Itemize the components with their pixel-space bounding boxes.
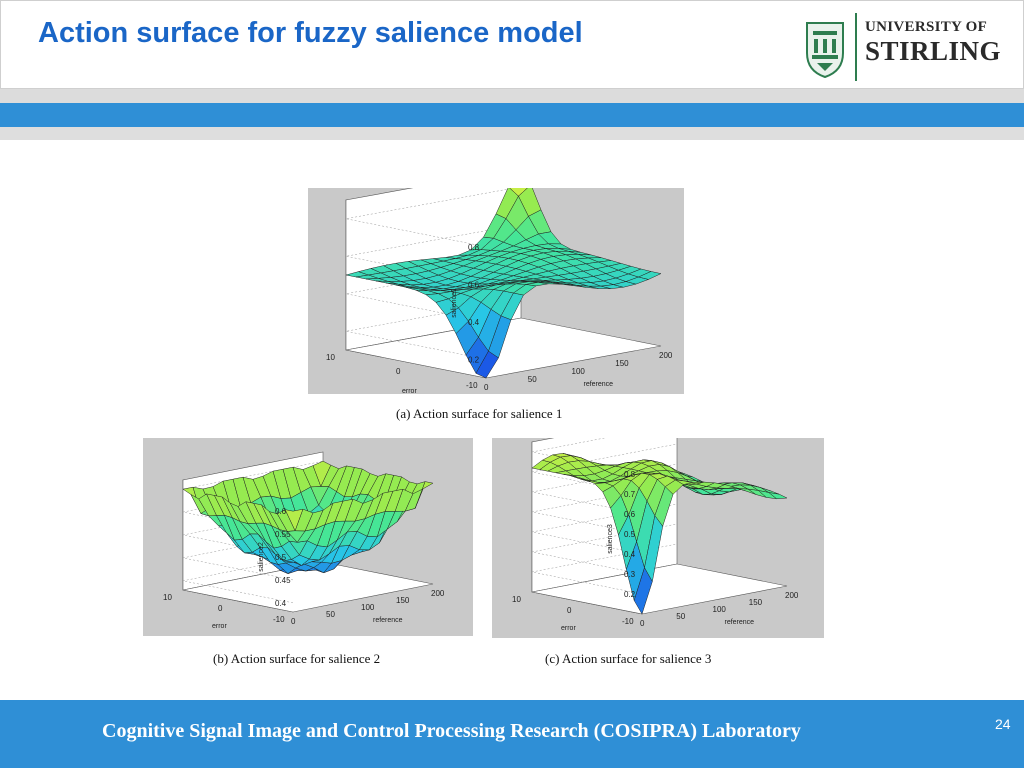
z-tick-label: 0.7 <box>624 490 636 499</box>
z-gridline <box>345 224 522 285</box>
header-grey-band-lower <box>0 127 1024 140</box>
caption-b: (b) Action surface for salience 2 <box>213 651 381 666</box>
x-tick-label: 150 <box>749 598 763 607</box>
y-axis-label: error <box>561 625 576 632</box>
surface-plot-a: 0.20.40.60.8salience1050100150200referen… <box>326 188 673 394</box>
z-tick-label: 0.6 <box>275 507 287 516</box>
z-tick-label: 0.4 <box>468 318 480 327</box>
footer-lab-name: Cognitive Signal Image and Control Proce… <box>102 720 801 742</box>
z-axis: 0.4 0.45 0.5 0.55 0.6 salience2 <box>258 507 291 608</box>
y-tick-label: 0 <box>567 606 572 615</box>
x-tick-label: 50 <box>676 612 685 621</box>
z-gridline <box>182 552 324 604</box>
z-tick-label: 0.4 <box>275 599 287 608</box>
z-gridline <box>531 523 678 575</box>
z-tick-label: 0.8 <box>468 243 480 252</box>
x-tick-label: 150 <box>396 596 410 605</box>
z-gridline <box>531 463 678 515</box>
surface-mesh <box>345 188 662 379</box>
floor <box>345 317 662 379</box>
z-axis-label: salience3 <box>607 524 614 554</box>
x-axis-label: reference <box>725 619 755 626</box>
y-tick-label: -10 <box>273 615 285 624</box>
floor <box>531 563 788 615</box>
caption-c: (c) Action surface for salience 3 <box>545 651 712 666</box>
page-title: Action surface for fuzzy salience model <box>38 17 583 49</box>
slide-footer: Cognitive Signal Image and Control Proce… <box>0 700 1024 768</box>
y-axis: -10 0 10 error <box>163 593 285 630</box>
university-crest-icon <box>806 22 844 79</box>
surface-facet <box>767 492 788 500</box>
x-tick-label: 200 <box>659 351 673 360</box>
slide-header: Action surface for fuzzy salience model … <box>0 0 1024 89</box>
z-axis-label: salience1 <box>451 288 458 318</box>
y-axis: -10 0 10 error <box>512 595 634 632</box>
surface-plot-b: 0.40.450.50.550.6salience2050100150200re… <box>163 451 445 630</box>
axes-box <box>531 438 788 615</box>
y-axis-label: error <box>212 623 227 630</box>
y-tick-label: 10 <box>326 353 335 362</box>
x-tick-label: 50 <box>326 610 335 619</box>
z-tick-label: 0.5 <box>275 553 287 562</box>
x-tick-label: 50 <box>528 375 537 384</box>
y-axis: -10 0 10 error <box>326 353 478 394</box>
x-axis-label: reference <box>373 617 403 624</box>
z-tick-label: 0.8 <box>624 470 636 479</box>
z-tick-label: 0.55 <box>275 530 291 539</box>
x-tick-label: 200 <box>431 589 445 598</box>
x-tick-label: 200 <box>785 591 799 600</box>
z-tick-label: 0.5 <box>624 530 636 539</box>
slide-number: 24 <box>995 716 1011 732</box>
y-tick-label: 10 <box>163 593 172 602</box>
x-tick-label: 100 <box>713 605 727 614</box>
logo-line1: UNIVERSITY OF <box>865 19 988 35</box>
x-tick-label: 0 <box>640 619 645 628</box>
surface-plot-c: 0.20.30.40.50.60.70.8salience30501001502… <box>512 438 799 632</box>
z-gridline <box>182 529 324 581</box>
z-gridline <box>531 503 678 555</box>
x-tick-label: 100 <box>572 367 586 376</box>
surface-plot-panel-a: 0.2 0.4 0.6 0.8 salience1 0 50 100 150 200 referen… <box>308 188 684 394</box>
x-tick-label: 100 <box>361 603 375 612</box>
z-tick-label: 0.45 <box>275 576 291 585</box>
z-gridline <box>345 188 516 247</box>
y-tick-label: 0 <box>396 367 401 376</box>
y-tick-label: 0 <box>218 604 223 613</box>
y-axis-label: error <box>402 388 417 394</box>
header-grey-band <box>0 89 1024 103</box>
y-tick-label: -10 <box>622 617 634 626</box>
z-tick-label: 0.6 <box>624 510 636 519</box>
x-axis: 0 50 100 150 200 reference <box>484 351 673 392</box>
logo-divider <box>855 13 857 81</box>
z-tick-label: 0.3 <box>624 570 636 579</box>
z-gridline <box>531 543 678 595</box>
caption-a: (a) Action surface for salience 1 <box>396 406 563 421</box>
z-tick-label: 0.6 <box>468 280 480 289</box>
x-tick-label: 0 <box>291 617 296 626</box>
surface-facet <box>414 481 434 509</box>
x-tick-label: 150 <box>615 359 629 368</box>
surface-facet <box>637 271 662 280</box>
header-blue-band <box>0 103 1024 127</box>
z-axis: 0.2 0.4 0.6 0.8 salience1 <box>451 243 480 365</box>
x-tick-label: 0 <box>484 383 489 392</box>
z-gridline <box>531 483 678 535</box>
z-tick-label: 0.2 <box>468 355 480 364</box>
surface-plot-panel-c: 0.2 0.3 0.4 0.5 0.6 0.7 0.8 salience3 0 50 100 150 2… <box>492 438 824 638</box>
surface-mesh <box>531 453 788 615</box>
x-axis: 0 50 100 150 200 reference <box>291 589 445 626</box>
surface-mesh <box>182 460 434 574</box>
z-axis-label: salience2 <box>258 542 265 572</box>
x-axis: 0 50 100 150 200 reference <box>640 591 799 628</box>
z-axis: 0.2 0.3 0.4 0.5 0.6 0.7 0.8 salience3 <box>607 470 636 599</box>
z-tick-label: 0.2 <box>624 590 636 599</box>
x-axis-label: reference <box>584 381 614 388</box>
y-tick-label: 10 <box>512 595 521 604</box>
z-tick-label: 0.4 <box>624 550 636 559</box>
university-logo: UNIVERSITY OF STIRLING <box>801 11 1001 83</box>
surface-plot-panel-b: 0.4 0.45 0.5 0.55 0.6 salience2 0 50 100 150 200 re… <box>143 438 473 636</box>
logo-line2: STIRLING <box>865 36 1002 66</box>
y-tick-label: -10 <box>466 381 478 390</box>
